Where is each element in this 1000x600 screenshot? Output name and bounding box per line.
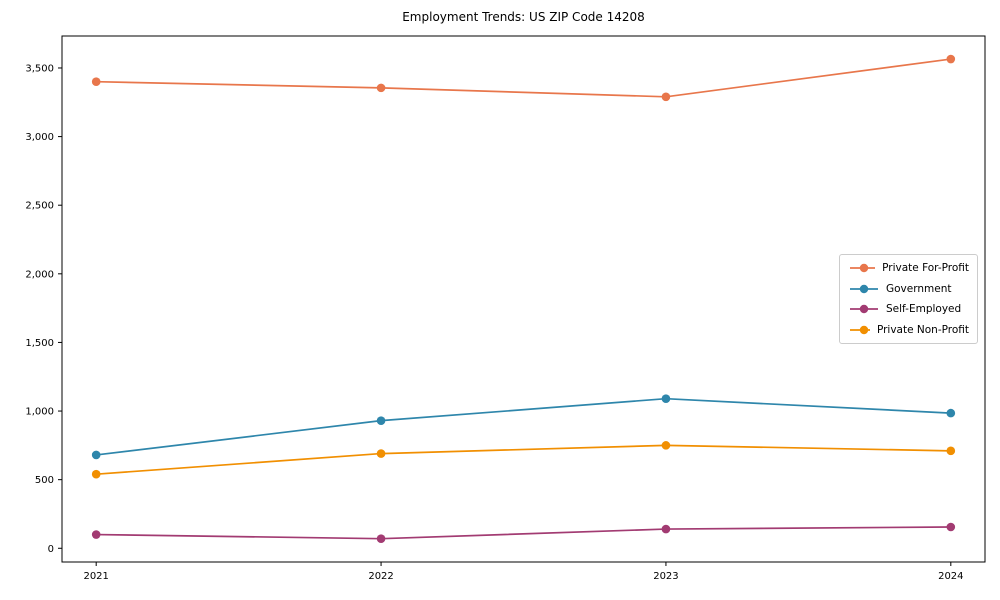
legend-marker-icon	[850, 305, 878, 314]
data-point-self-employed-2021	[91, 530, 101, 539]
series-line-government	[96, 397, 951, 456]
y-tick-label: 3,000	[25, 132, 54, 143]
legend-label: Private Non-Profit	[876, 323, 969, 336]
legend-label: Self-Employed	[886, 303, 962, 316]
legend-item-private-non-profit: Private Non-Profit	[849, 324, 969, 336]
y-tick-label: 1,000	[25, 407, 54, 418]
y-tick-label: 3,500	[25, 63, 54, 74]
legend-marker-icon	[850, 263, 876, 273]
data-point-private-non-profit-2021	[91, 469, 101, 479]
legend-dot-icon	[859, 284, 869, 293]
legend-dot-icon	[859, 325, 869, 335]
legend-label: Private For-Profit	[882, 262, 969, 274]
plot-frame	[61, 35, 986, 563]
data-point-government-2024	[946, 408, 956, 418]
x-tick-label: 2021	[83, 571, 108, 582]
data-point-government-2023	[661, 394, 671, 403]
legend-label: Government	[886, 282, 952, 295]
data-point-private-for-profit-2021	[91, 77, 101, 86]
data-point-private-for-profit-2023	[661, 92, 671, 102]
legend-dot-icon	[859, 263, 869, 273]
legend-item-private-for-profit: Private For-Profit	[849, 262, 969, 274]
legend-dot-icon	[859, 305, 869, 314]
data-point-government-2021	[91, 450, 101, 460]
legend-marker-icon	[850, 284, 878, 293]
data-point-private-for-profit-2024	[946, 54, 956, 64]
y-tick-label: 0	[48, 544, 54, 555]
data-point-private-non-profit-2024	[946, 446, 956, 456]
data-point-self-employed-2023	[661, 524, 671, 534]
series-line-private-non-profit	[96, 444, 951, 476]
legend-item-self-employed: Self-Employed	[849, 303, 969, 315]
y-tick-label: 2,000	[25, 269, 54, 280]
data-point-government-2022	[376, 416, 386, 425]
x-tick-label: 2024	[938, 571, 963, 582]
legend: Private For-Profit Government Self-Employe…	[839, 254, 978, 344]
y-tick-label: 2,500	[25, 201, 54, 212]
legend-marker-icon	[850, 325, 870, 335]
data-point-private-for-profit-2022	[376, 83, 386, 93]
y-tick-label: 500	[35, 475, 54, 486]
legend-item-government: Government	[849, 283, 969, 295]
x-tick-label: 2022	[368, 571, 393, 582]
x-tick-label: 2023	[653, 571, 678, 582]
series-line-private-for-profit	[96, 58, 951, 98]
data-point-self-employed-2024	[946, 522, 956, 532]
chart-title: Employment Trends: US ZIP Code 14208	[402, 10, 645, 24]
data-point-private-non-profit-2022	[376, 449, 386, 458]
y-tick-label: 1,500	[25, 338, 54, 349]
series-line-self-employed	[96, 526, 951, 540]
data-point-private-non-profit-2023	[661, 441, 671, 450]
data-point-self-employed-2022	[376, 534, 386, 543]
